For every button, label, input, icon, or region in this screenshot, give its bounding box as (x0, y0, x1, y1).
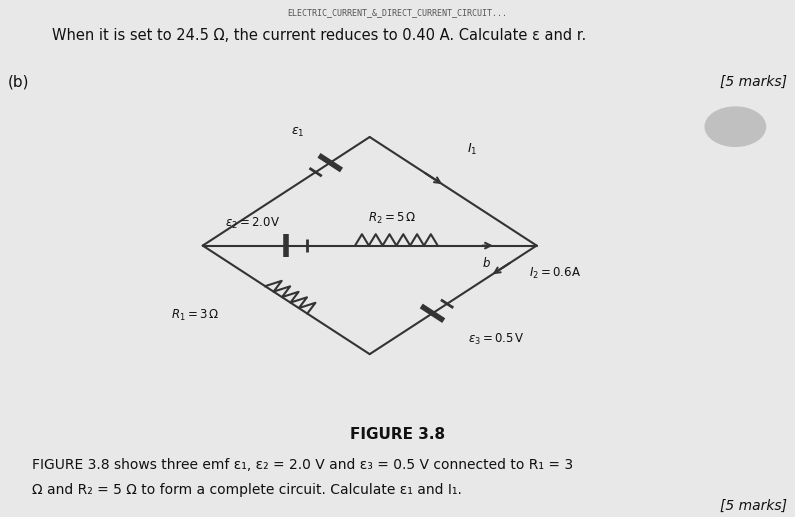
Text: $\varepsilon_1$: $\varepsilon_1$ (291, 126, 304, 139)
Text: Ω and R₂ = 5 Ω to form a complete circuit. Calculate ε₁ and I₁.: Ω and R₂ = 5 Ω to form a complete circui… (32, 483, 462, 497)
Circle shape (705, 107, 766, 146)
Text: $I_1$: $I_1$ (467, 142, 477, 157)
Text: [5 marks]: [5 marks] (720, 499, 787, 513)
Text: When it is set to 24.5 Ω, the current reduces to 0.40 A. Calculate ε and r.: When it is set to 24.5 Ω, the current re… (52, 28, 586, 43)
Text: FIGURE 3.8 shows three emf ε₁, ε₂ = 2.0 V and ε₃ = 0.5 V connected to R₁ = 3: FIGURE 3.8 shows three emf ε₁, ε₂ = 2.0 … (32, 458, 573, 472)
Text: $I_2=0.6\mathrm{A}$: $I_2=0.6\mathrm{A}$ (529, 266, 581, 281)
Text: $b$: $b$ (483, 256, 491, 270)
Text: $R_1=3\,\Omega$: $R_1=3\,\Omega$ (171, 308, 219, 323)
Text: $R_2=5\,\Omega$: $R_2=5\,\Omega$ (368, 211, 417, 226)
Text: [5 marks]: [5 marks] (720, 75, 787, 89)
Text: $\varepsilon_3=0.5\,\mathrm{V}$: $\varepsilon_3=0.5\,\mathrm{V}$ (467, 332, 525, 347)
Text: $\varepsilon_2=2.0\mathrm{V}$: $\varepsilon_2=2.0\mathrm{V}$ (225, 216, 280, 231)
Text: (b): (b) (8, 75, 29, 90)
Text: FIGURE 3.8: FIGURE 3.8 (350, 427, 445, 442)
Text: ELECTRIC_CURRENT_&_DIRECT_CURRENT_CIRCUIT...: ELECTRIC_CURRENT_&_DIRECT_CURRENT_CIRCUI… (288, 8, 507, 17)
